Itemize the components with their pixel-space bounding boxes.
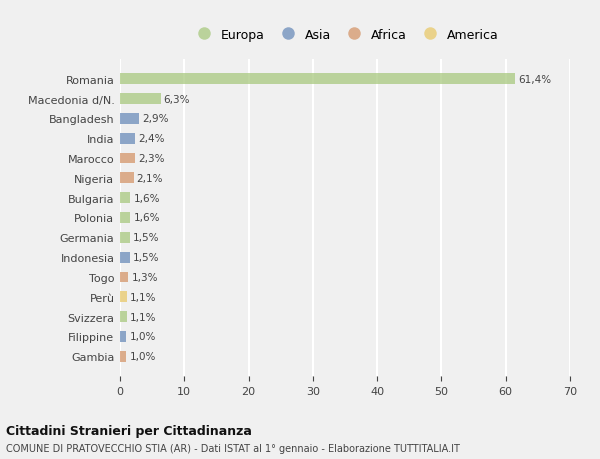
Text: 1,5%: 1,5% [133,252,160,263]
Bar [120,193,130,204]
Text: 61,4%: 61,4% [518,74,551,84]
Bar [120,252,130,263]
Bar [120,74,515,85]
Bar [120,213,130,224]
Text: 6,3%: 6,3% [164,94,190,104]
Text: COMUNE DI PRATOVECCHIO STIA (AR) - Dati ISTAT al 1° gennaio - Elaborazione TUTTI: COMUNE DI PRATOVECCHIO STIA (AR) - Dati … [6,443,460,453]
Text: 1,0%: 1,0% [130,332,156,342]
Bar [120,153,135,164]
Bar [120,94,161,105]
Text: 1,5%: 1,5% [133,233,160,243]
Bar [120,272,128,283]
Text: 1,3%: 1,3% [131,272,158,282]
Text: 2,9%: 2,9% [142,114,169,124]
Text: 1,1%: 1,1% [130,312,157,322]
Bar [120,312,127,322]
Bar [120,114,139,124]
Bar [120,331,127,342]
Bar [120,292,127,302]
Text: 2,3%: 2,3% [138,154,164,164]
Text: Cittadini Stranieri per Cittadinanza: Cittadini Stranieri per Cittadinanza [6,424,252,437]
Text: 1,6%: 1,6% [133,193,160,203]
Bar [120,134,136,144]
Bar [120,173,133,184]
Text: 2,1%: 2,1% [137,174,163,184]
Text: 1,1%: 1,1% [130,292,157,302]
Bar [120,351,127,362]
Legend: Europa, Asia, Africa, America: Europa, Asia, Africa, America [187,25,503,45]
Text: 1,0%: 1,0% [130,352,156,362]
Text: 2,4%: 2,4% [139,134,165,144]
Bar [120,232,130,243]
Text: 1,6%: 1,6% [133,213,160,223]
